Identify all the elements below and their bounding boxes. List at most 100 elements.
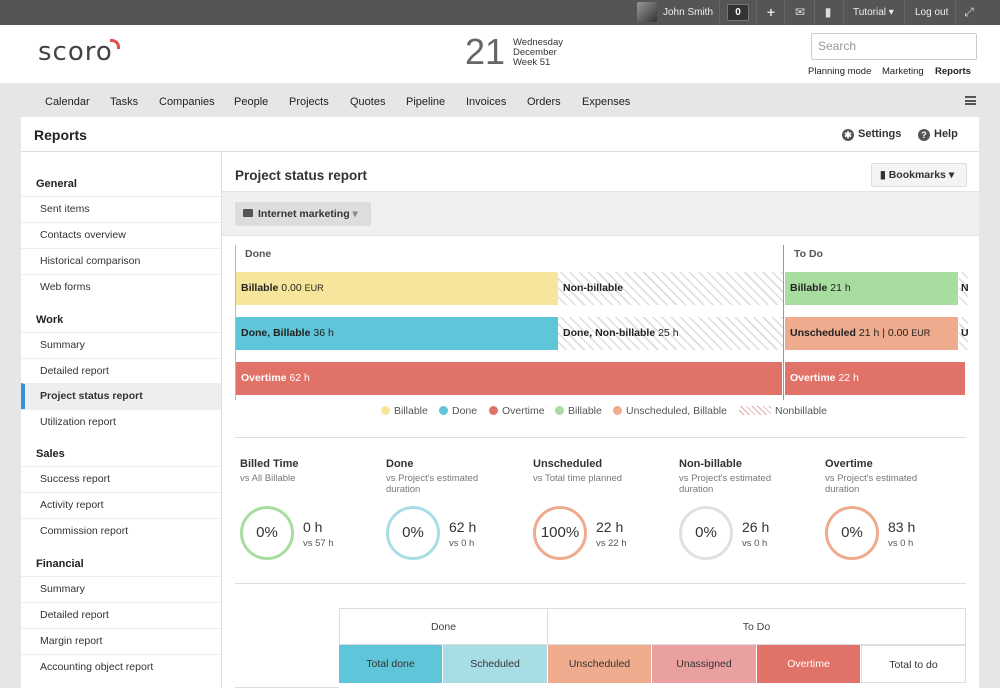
done-section-label: Done <box>245 248 272 260</box>
filter-bar: Internet marketing ▾ <box>222 191 979 236</box>
nav-expenses[interactable]: Expenses <box>582 96 631 108</box>
chevron-down-icon: ▾ <box>888 7 894 18</box>
user-name[interactable]: John Smith <box>663 7 714 18</box>
sidebar-item-work-detailed-report[interactable]: Detailed report <box>21 358 221 384</box>
section-divider <box>235 437 966 438</box>
legend-item: Billable <box>381 405 428 417</box>
sidebar-item-accounting-object-report[interactable]: Accounting object report <box>21 654 221 680</box>
gear-icon: ✱ <box>842 129 854 141</box>
kpi-comparison: vs 0 h <box>888 538 914 549</box>
col-unassigned[interactable]: Unassigned <box>652 645 757 683</box>
table-group-done: Done <box>339 608 548 645</box>
nav-people[interactable]: People <box>234 96 269 108</box>
nav-calendar[interactable]: Calendar <box>45 96 90 108</box>
fullscreen-icon[interactable]: ⤢ <box>964 5 974 19</box>
kpi-title: Unscheduled <box>533 458 603 470</box>
sidebar-item-sent-items[interactable]: Sent items <box>21 196 221 222</box>
kpi-billed-time: Billed Time vs All Billable 0% 0 h vs 57… <box>240 458 385 568</box>
col-overtime[interactable]: Overtime <box>757 645 861 683</box>
logout-link[interactable]: Log out <box>915 7 949 18</box>
sidebar-item-financial-detailed-report[interactable]: Detailed report <box>21 602 221 628</box>
settings-button[interactable]: ✱ Settings <box>842 128 901 141</box>
tutorial-menu[interactable]: Tutorial ▾ <box>853 0 894 25</box>
planning-mode-link[interactable]: Planning mode <box>808 66 872 77</box>
nav-quotes[interactable]: Quotes <box>350 96 386 108</box>
nav-companies[interactable]: Companies <box>159 96 215 108</box>
mail-icon[interactable]: ✉ <box>794 5 806 19</box>
sidebar-group-general: General <box>36 178 77 190</box>
nav-projects[interactable]: Projects <box>289 96 329 108</box>
kpi-subtitle: vs All Billable <box>240 473 296 484</box>
done-non-billable-bar[interactable]: Done, Non-billable 25 h <box>558 317 783 350</box>
bookmarks-button[interactable]: ▮ Bookmarks ▾ <box>871 163 967 187</box>
todo-billable-bar[interactable]: Billable 21 h <box>785 272 958 305</box>
sidebar-item-commission-report[interactable]: Commission report <box>21 518 221 544</box>
sidebar-item-work-summary[interactable]: Summary <box>21 332 221 358</box>
add-icon[interactable]: + <box>766 4 776 20</box>
kpi-comparison: vs 57 h <box>303 538 334 549</box>
project-filter-dropdown[interactable]: Internet marketing ▾ <box>235 202 371 226</box>
kpi-comparison: vs 22 h <box>596 538 627 549</box>
kpi-subtitle: vs Project's estimated duration <box>679 473 772 495</box>
date-day: 21 <box>465 31 506 72</box>
col-total-done[interactable]: Total done <box>339 645 443 683</box>
col-unscheduled[interactable]: Unscheduled <box>548 645 652 683</box>
help-label: Help <box>934 128 958 140</box>
overtime-done-bar[interactable]: Overtime 62 h <box>236 362 782 395</box>
billable-bar[interactable]: Billable 0.00 EUR <box>236 272 558 305</box>
kpi-ring: 0% <box>679 506 733 560</box>
col-scheduled[interactable]: Scheduled <box>443 645 548 683</box>
kpi-value: 0 h <box>303 519 323 535</box>
reports-link[interactable]: Reports <box>935 66 971 77</box>
legend-label: Billable <box>568 405 602 417</box>
sidebar-item-success-report[interactable]: Success report <box>21 466 221 492</box>
todo-nonbillable-label: N <box>961 282 968 294</box>
todo-nonbillable-bar[interactable]: N <box>959 272 968 305</box>
summary-table: Done To Do Total done Scheduled Unschedu… <box>339 608 966 688</box>
sidebar-item-financial-summary[interactable]: Summary <box>21 576 221 602</box>
logo[interactable]: scoro <box>38 37 113 67</box>
report-title: Project status report <box>235 168 368 183</box>
kpi-value: 26 h <box>742 519 770 535</box>
sidebar-item-web-forms[interactable]: Web forms <box>21 274 221 300</box>
kpi-unscheduled: Unscheduled vs Total time planned 100% 2… <box>533 458 678 568</box>
sidebar-item-utilization-report[interactable]: Utilization report <box>21 409 221 435</box>
todo-unscheduled-nonbillable-bar[interactable]: U <box>959 317 968 350</box>
col-total-to-do[interactable]: Total to do <box>861 645 966 683</box>
sidebar-item-activity-report[interactable]: Activity report <box>21 492 221 518</box>
kpi-comparison: vs 0 h <box>742 538 768 549</box>
nav-orders[interactable]: Orders <box>527 96 561 108</box>
dot-icon <box>439 406 448 415</box>
bookmark-icon[interactable]: ▮ <box>824 5 832 19</box>
sidebar-item-margin-report[interactable]: Margin report <box>21 628 221 654</box>
kpi-done: Done vs Project's estimated duration 0% … <box>386 458 531 568</box>
sidebar-group-sales: Sales <box>36 448 65 460</box>
kpi-title: Non-billable <box>679 458 742 470</box>
sidebar-item-contacts-overview[interactable]: Contacts overview <box>21 222 221 248</box>
menu-icon[interactable] <box>965 96 976 105</box>
overtime-done-value: 62 h <box>289 372 310 384</box>
nav-invoices[interactable]: Invoices <box>466 96 507 108</box>
user-avatar[interactable] <box>637 2 657 22</box>
todo-section-label: To Do <box>794 248 823 260</box>
non-billable-bar[interactable]: Non-billable <box>558 272 783 305</box>
overtime-todo-bar[interactable]: Overtime 22 h <box>785 362 965 395</box>
done-billable-bar[interactable]: Done, Billable 36 h <box>236 317 558 350</box>
billable-bar-value: 0.00 <box>281 282 302 294</box>
help-button[interactable]: ? Help <box>918 128 958 141</box>
date-month: December <box>513 47 557 58</box>
divider <box>955 0 956 25</box>
nav-tasks[interactable]: Tasks <box>110 96 139 108</box>
sidebar-item-historical-comparison[interactable]: Historical comparison <box>21 248 221 274</box>
notifications-badge[interactable]: 0 <box>727 4 749 21</box>
sidebar-item-project-status-report[interactable]: Project status report <box>21 383 221 409</box>
unscheduled-bar[interactable]: Unscheduled 21 h | 0.00 EUR <box>785 317 958 350</box>
nav-pipeline[interactable]: Pipeline <box>406 96 446 108</box>
sidebar: General Sent items Contacts overview His… <box>21 153 222 688</box>
kpi-subtitle: vs Project's estimated duration <box>825 473 918 495</box>
sidebar-group-financial: Financial <box>36 558 84 570</box>
marketing-link[interactable]: Marketing <box>882 66 924 77</box>
search-input[interactable]: Search <box>811 33 977 60</box>
tutorial-label: Tutorial <box>853 7 886 18</box>
sidebar-group-work: Work <box>36 314 64 326</box>
